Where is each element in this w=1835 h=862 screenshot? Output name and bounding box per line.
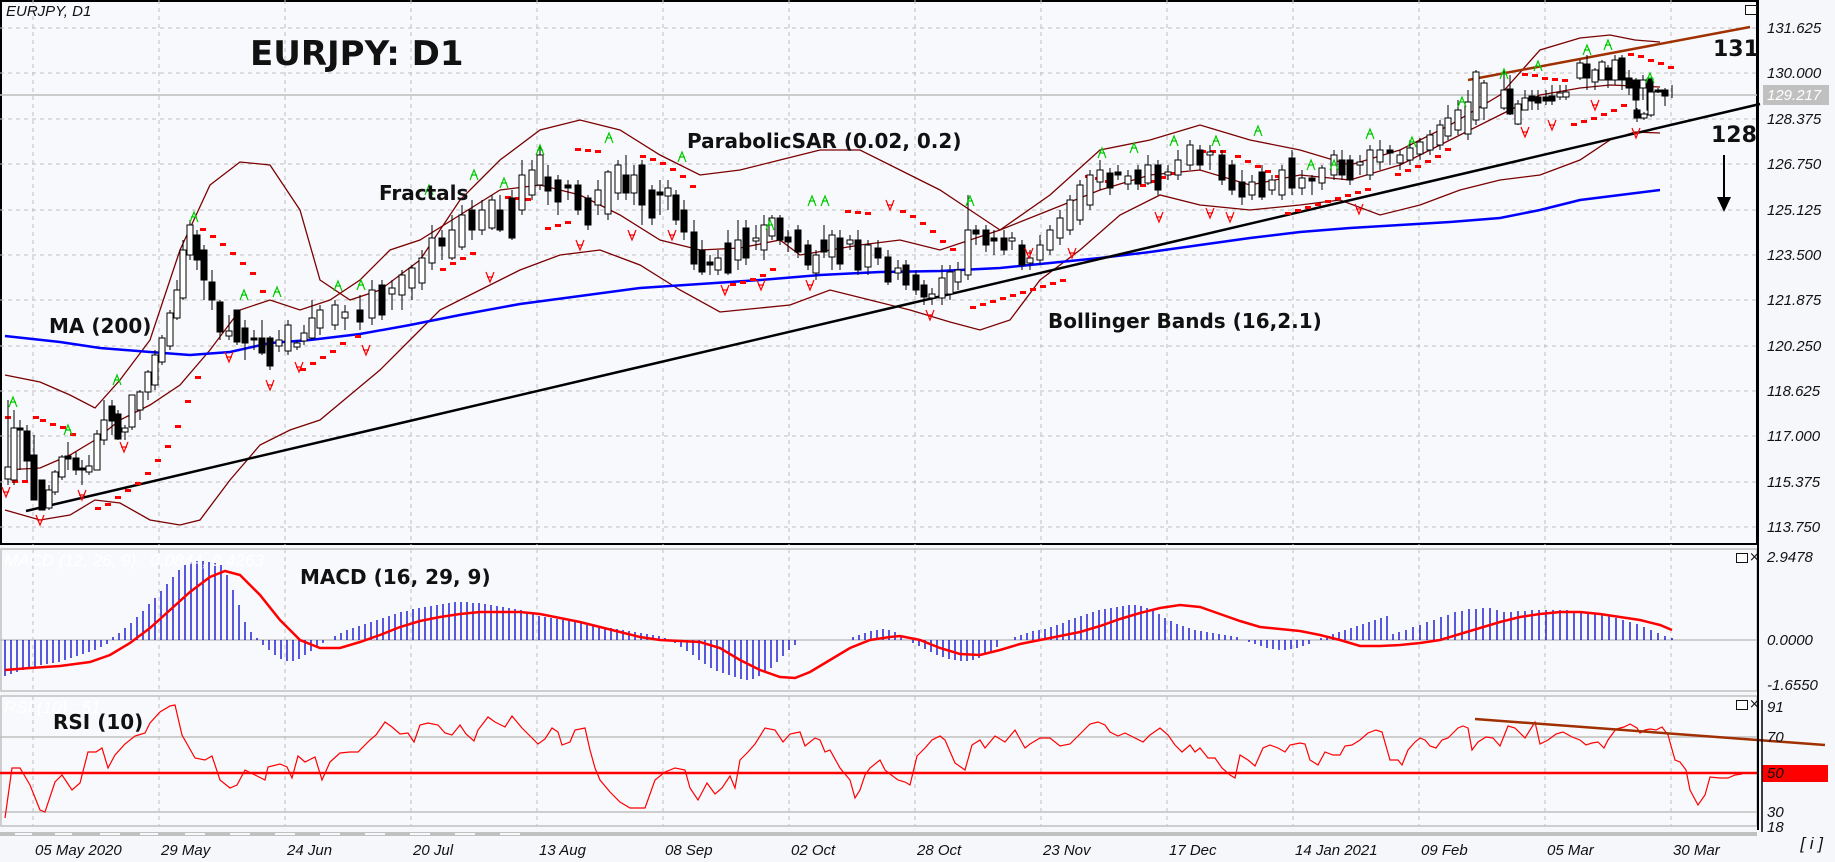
svg-text:17 Dec: 17 Dec <box>1169 842 1217 859</box>
candlesticks <box>4 55 1673 511</box>
rsi-ghost-label: RSI (10) : 51 <box>4 698 100 717</box>
macd-panel <box>0 548 1758 692</box>
svg-text:121.875: 121.875 <box>1767 292 1822 309</box>
svg-text:18: 18 <box>1767 819 1784 836</box>
rsi-divergence-line <box>1474 717 1826 747</box>
down-arrow-icon <box>1717 155 1731 212</box>
svg-text:23 Nov: 23 Nov <box>1042 842 1092 859</box>
rsi-50-badge <box>1762 765 1828 782</box>
macd-signal-line <box>4 569 1673 680</box>
svg-text:24 Jun: 24 Jun <box>286 842 332 859</box>
svg-text:14 Jan 2021: 14 Jan 2021 <box>1295 842 1378 859</box>
info-button[interactable]: [ i ] <box>1800 834 1823 853</box>
svg-text:91: 91 <box>1767 699 1784 716</box>
macd-axis: 2.9478 0.0000 -1.6550 <box>1766 549 1819 694</box>
parabolic-sar <box>5 53 1674 510</box>
current-price-label: 129.217 <box>1767 87 1822 104</box>
annotation-macd: MACD (16, 29, 9) <box>300 565 491 589</box>
svg-text:131.625: 131.625 <box>1767 20 1822 37</box>
rsi-axis: 91 70 50 30 18 <box>1762 699 1828 836</box>
macd-close-button[interactable]: × <box>1749 550 1760 565</box>
annotation-bollinger: Bollinger Bands (16,2.1) <box>1048 309 1322 333</box>
svg-text:118.625: 118.625 <box>1767 383 1821 400</box>
time-scrollbar[interactable] <box>0 832 1757 836</box>
svg-text:125.125: 125.125 <box>1767 202 1822 219</box>
svg-text:113.750: 113.750 <box>1767 519 1821 536</box>
svg-text:128.375: 128.375 <box>1767 111 1822 128</box>
annotation-fractals: Fractals <box>379 181 468 205</box>
symbol-label: EURJPY, D1 <box>6 3 92 20</box>
svg-text:-1.6550: -1.6550 <box>1767 677 1819 694</box>
svg-text:123.500: 123.500 <box>1767 247 1822 264</box>
svg-text:2.9478: 2.9478 <box>1766 549 1814 566</box>
resistance-trendline <box>1467 25 1751 82</box>
ma200-line <box>4 188 1661 357</box>
macd-ghost-label: MACD (12, 26, 9) : 0.0844, 0.4263 <box>4 551 264 570</box>
target-high-label: 131 <box>1713 37 1759 62</box>
fractals-up <box>8 38 1655 436</box>
svg-text:30 Mar: 30 Mar <box>1673 842 1721 859</box>
svg-text:02 Oct: 02 Oct <box>791 842 836 859</box>
svg-text:13 Aug: 13 Aug <box>539 842 587 859</box>
svg-text:30: 30 <box>1767 804 1784 821</box>
svg-text:126.750: 126.750 <box>1767 156 1822 173</box>
price-panel-maximize-button[interactable] <box>1745 5 1757 15</box>
annotation-psar: ParabolicSAR (0.02, 0.2) <box>687 129 961 153</box>
svg-text:05 May 2020: 05 May 2020 <box>35 842 122 859</box>
annotation-rsi: RSI (10) <box>53 710 143 734</box>
svg-text:117.000: 117.000 <box>1767 428 1821 445</box>
svg-text:130.000: 130.000 <box>1767 65 1822 82</box>
price-axis: 131.625 130.000 129.217 128.375 126.750 … <box>1763 20 1829 536</box>
svg-text:08 Sep: 08 Sep <box>665 842 713 859</box>
svg-text:09 Feb: 09 Feb <box>1421 842 1468 859</box>
svg-text:0.0000: 0.0000 <box>1767 632 1814 649</box>
support-trendline <box>25 102 1761 513</box>
svg-text:05 Mar: 05 Mar <box>1547 842 1595 859</box>
current-price-badge <box>1763 85 1829 105</box>
svg-text:20 Jul: 20 Jul <box>412 842 454 859</box>
rsi-maximize-button[interactable] <box>1736 700 1748 710</box>
macd-maximize-button[interactable] <box>1736 553 1748 563</box>
time-axis: 05 May 2020 29 May 24 Jun 20 Jul 13 Aug … <box>35 842 1721 859</box>
rsi-line <box>4 704 1743 819</box>
svg-text:120.250: 120.250 <box>1767 338 1822 355</box>
target-low-label: 128 <box>1711 123 1757 148</box>
svg-text:29 May: 29 May <box>160 842 212 859</box>
rsi-close-button[interactable]: × <box>1749 697 1760 712</box>
chart-title: EURJPY: D1 <box>250 34 464 74</box>
svg-text:28 Oct: 28 Oct <box>916 842 962 859</box>
fractals-down <box>1 99 1641 527</box>
svg-text:50: 50 <box>1767 765 1784 782</box>
svg-text:115.375: 115.375 <box>1767 474 1821 491</box>
annotation-ma200: MA (200) <box>49 314 151 338</box>
svg-text:70: 70 <box>1767 729 1784 746</box>
